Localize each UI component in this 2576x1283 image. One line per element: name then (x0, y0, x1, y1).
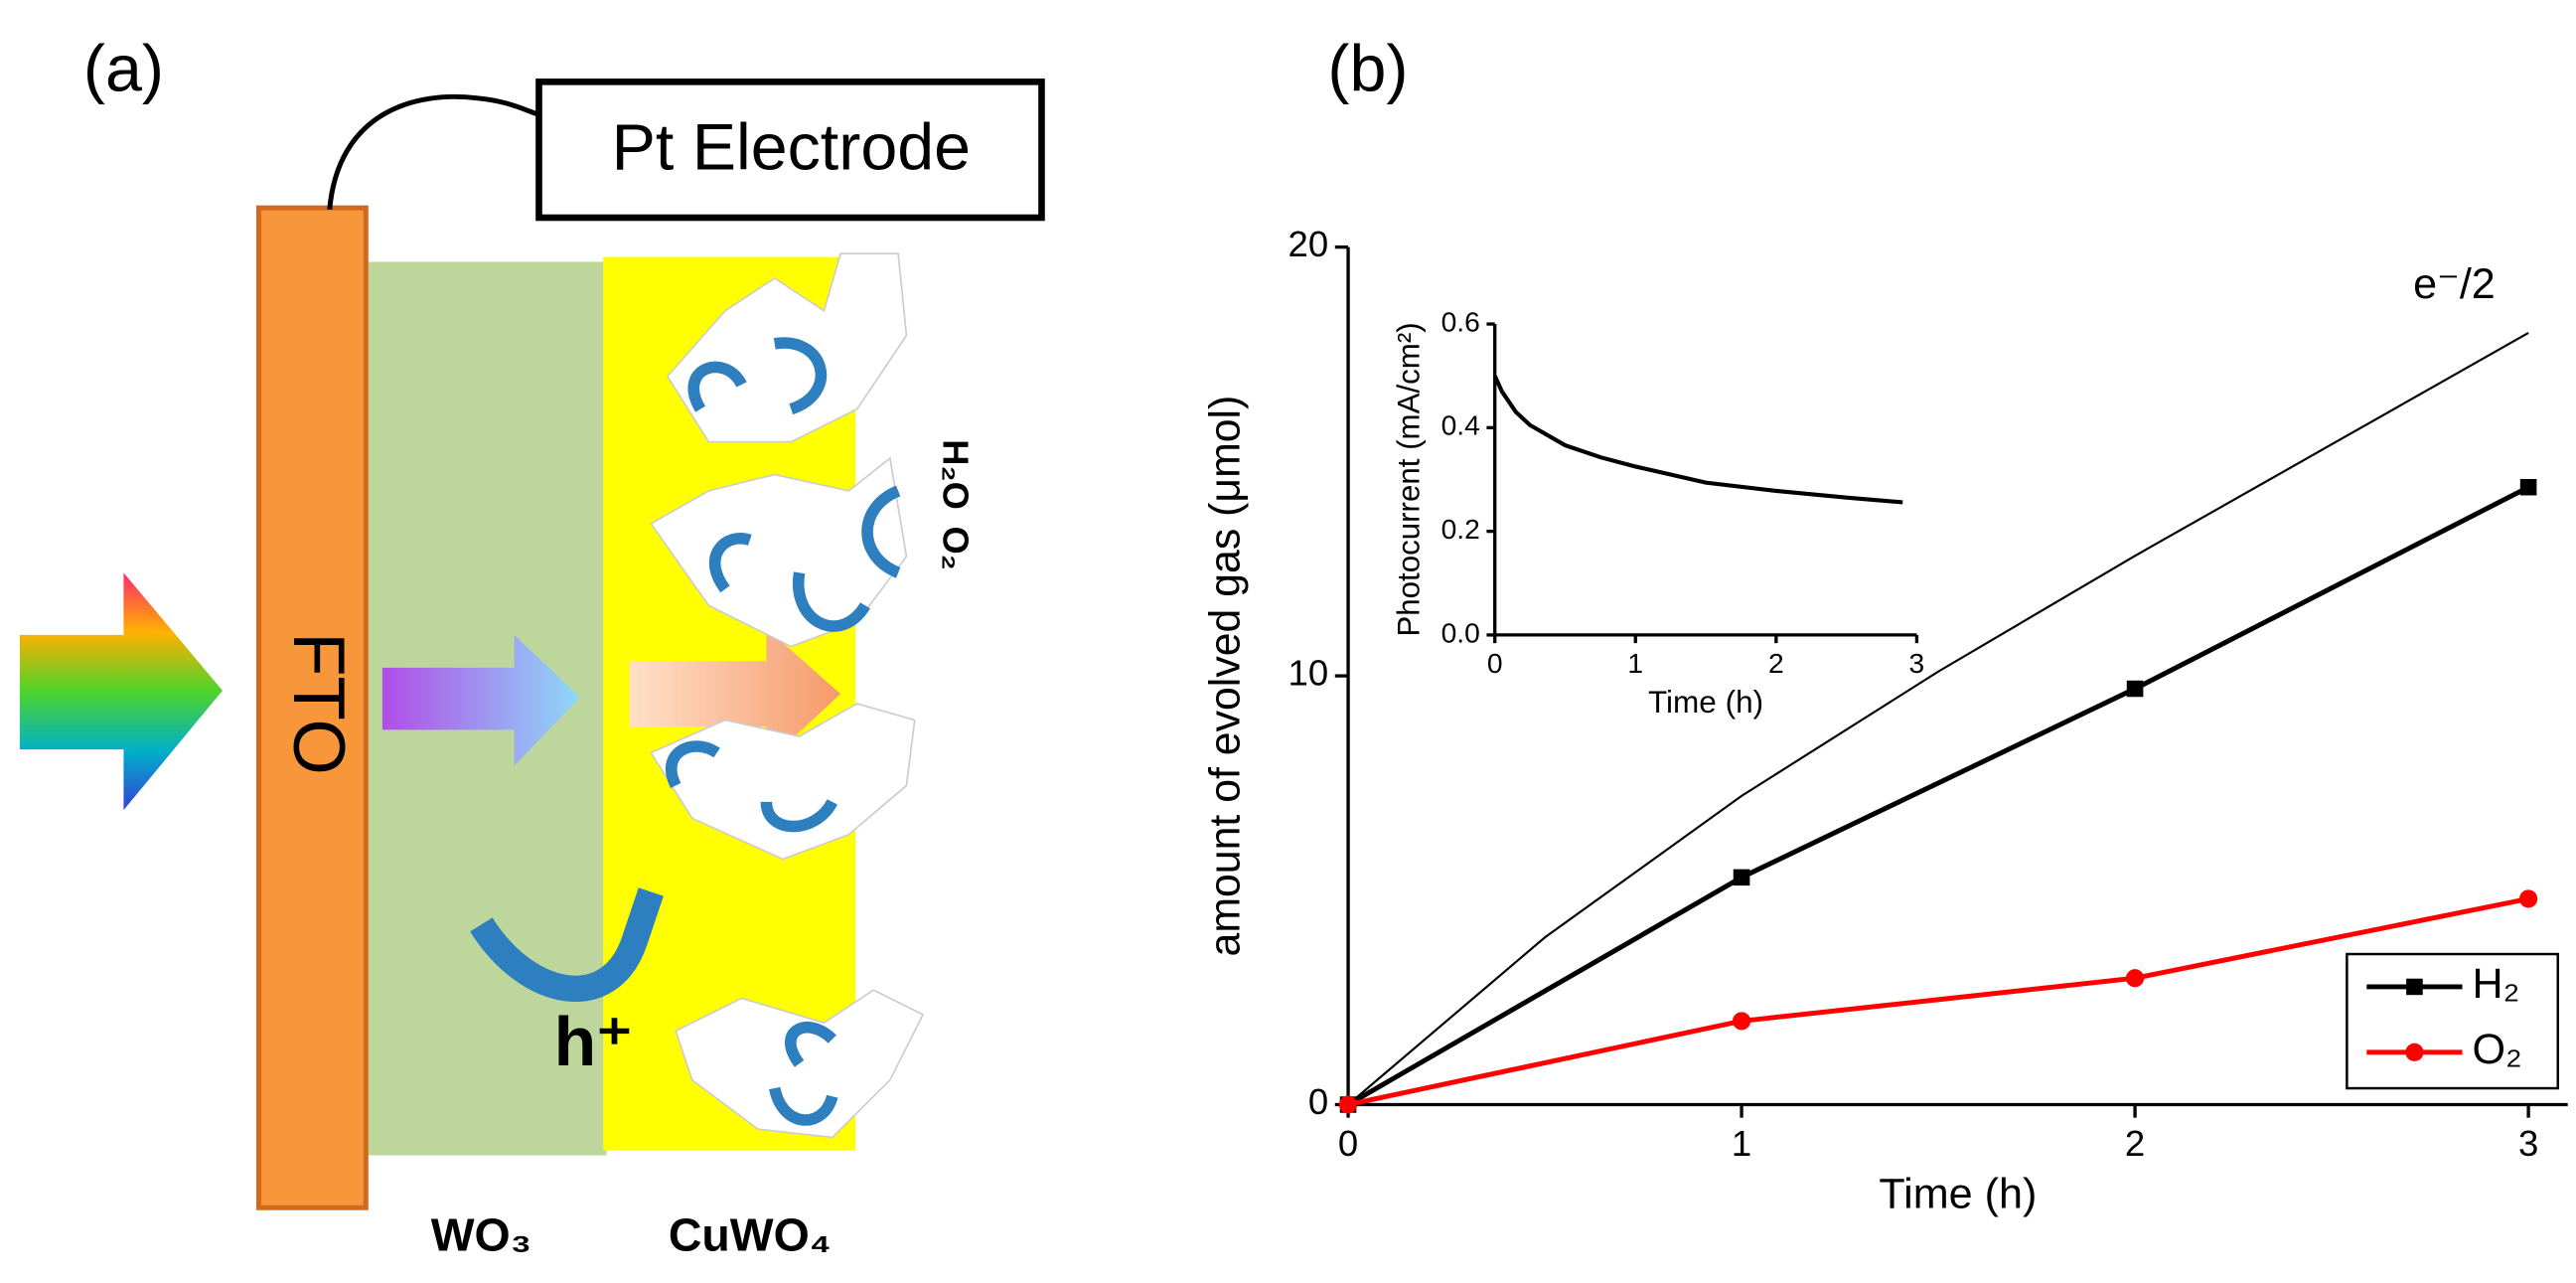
series-line (1347, 332, 2529, 1106)
x-axis-label: Time (h) (1648, 685, 1763, 720)
y-tick-label: 0.6 (1441, 307, 1480, 338)
x-tick-label: 0 (1487, 648, 1503, 679)
light-arrow (19, 572, 223, 811)
y-tick-label: 0.2 (1441, 514, 1480, 545)
x-tick-label: 3 (1909, 648, 1925, 679)
curved-arrow (708, 533, 752, 593)
marker (2519, 479, 2537, 496)
curved-arrow (760, 798, 837, 833)
series-line (1346, 485, 2530, 1107)
y-tick-label: 0.0 (1441, 617, 1480, 648)
series-line (1492, 375, 1903, 505)
curved-arrow (861, 485, 901, 578)
legend-box (2346, 952, 2559, 1090)
legend-label: O₂ (2472, 1026, 2521, 1073)
hole-arrow (470, 887, 664, 1003)
electrode-label: Pt Electrode (612, 111, 971, 185)
curved-arrow (769, 1086, 838, 1126)
x-tick-label: 2 (1768, 648, 1784, 679)
marker (2125, 969, 2145, 988)
y-axis-label: amount of evolved gas (μmol) (1201, 396, 1249, 957)
panel-label: (a) (83, 33, 164, 106)
x-tick-label: 1 (1627, 648, 1643, 679)
curved-arrow (665, 740, 720, 788)
y-tick-label: 20 (1288, 224, 1329, 264)
panel-label: (b) (1327, 33, 1408, 106)
series-label: e⁻/2 (2413, 260, 2496, 308)
diagram: (a) Pt Electrode FTO WO₃ CuWO₄ H₂O O₂ h⁺ (19, 33, 1045, 1261)
marker (1732, 1012, 1751, 1031)
particle (650, 456, 908, 648)
legend-marker (2406, 978, 2423, 996)
y-axis-label: Photocurrent (mA/cm²) (1391, 322, 1426, 636)
marker (2518, 889, 2538, 908)
layer-label: WO₃ (431, 1209, 531, 1261)
marker (1338, 1095, 1358, 1114)
reaction-arrows (470, 337, 901, 1126)
x-tick-label: 2 (2125, 1123, 2145, 1164)
x-tick-label: 1 (1732, 1123, 1751, 1164)
curved-arrow (773, 337, 827, 415)
reactant-label: H₂O (935, 439, 976, 509)
series-line (1347, 896, 2529, 1107)
y-tick-label: 10 (1288, 653, 1329, 694)
x-tick-label: 0 (1338, 1123, 1358, 1164)
product-label: O₂ (935, 527, 976, 570)
y-tick-label: 0.4 (1441, 410, 1480, 441)
marker (2126, 680, 2144, 698)
legend-label: H₂ (2472, 960, 2519, 1008)
curved-arrow (687, 361, 747, 412)
x-axis-label: Time (h) (1879, 1171, 2037, 1218)
inner-arrow (629, 628, 841, 763)
inner-arrow (381, 634, 580, 766)
hole-label: h⁺ (554, 1003, 633, 1080)
electrode-box (535, 79, 1045, 222)
curved-arrow (785, 1022, 836, 1067)
particle (650, 703, 916, 861)
fto-label: FTO (278, 632, 359, 775)
fto-layer (255, 205, 369, 1210)
wire (327, 93, 540, 210)
legend-marker (2405, 1042, 2424, 1061)
curved-arrow (792, 571, 870, 632)
y-tick-label: 0 (1308, 1081, 1328, 1122)
layer-label: CuWO₄ (669, 1209, 832, 1261)
x-tick-label: 3 (2518, 1123, 2538, 1164)
marker (1733, 869, 1750, 886)
